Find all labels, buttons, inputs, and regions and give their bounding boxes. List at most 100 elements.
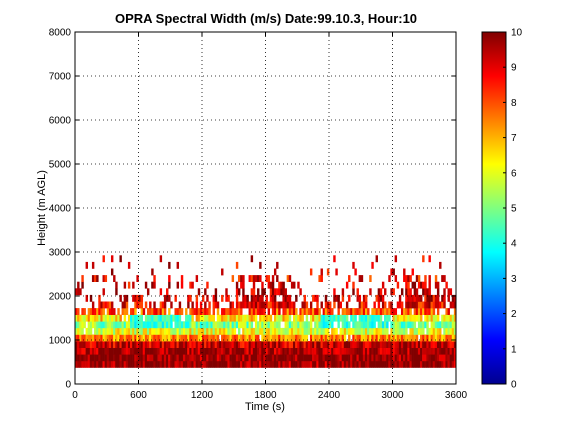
heatmap-cell: [136, 341, 139, 348]
heatmap-cell: [261, 288, 264, 296]
heatmap-cell: [377, 334, 381, 342]
heatmap-cell: [197, 334, 201, 342]
heatmap-cell: [432, 294, 436, 302]
heatmap-cell: [223, 327, 226, 335]
colorbar-tick-label: 6: [511, 168, 517, 179]
heatmap-cell: [314, 341, 317, 348]
heatmap-cell: [331, 347, 334, 355]
heatmap-cell: [178, 341, 182, 348]
heatmap-cell: [212, 321, 215, 329]
heatmap-cell: [375, 354, 378, 362]
heatmap-cell: [142, 347, 146, 355]
heatmap-cell: [362, 327, 366, 335]
heatmap-cell: [297, 327, 300, 335]
heatmap-cell: [178, 334, 182, 342]
heatmap-cell: [394, 354, 398, 362]
heatmap-cell: [267, 347, 271, 355]
heatmap-cell: [400, 347, 404, 355]
heatmap-cell: [286, 334, 290, 342]
heatmap-cell: [424, 294, 427, 302]
heatmap-cell: [216, 360, 220, 368]
heatmap-cell: [113, 334, 116, 342]
heatmap-cell: [434, 321, 438, 329]
y-tick-label: 0: [65, 380, 71, 391]
heatmap-cell: [195, 341, 199, 348]
heatmap-cell: [100, 308, 103, 315]
heatmap-cell: [345, 314, 349, 322]
heatmap-cell: [280, 334, 283, 342]
heatmap-cell: [208, 354, 211, 362]
heatmap-cell: [280, 301, 283, 309]
heatmap-cell: [417, 294, 421, 302]
heatmap-cell: [373, 327, 376, 335]
heatmap-cell: [290, 327, 294, 335]
heatmap-cell: [110, 255, 114, 263]
heatmap-cell: [144, 347, 148, 355]
heatmap-cell: [108, 347, 112, 355]
heatmap-cell: [362, 334, 366, 342]
heatmap-cell: [214, 341, 218, 348]
heatmap-cell: [381, 334, 385, 342]
heatmap-cell: [350, 308, 353, 315]
heatmap-cell: [314, 354, 317, 362]
heatmap-cell: [396, 301, 400, 309]
heatmap-cell: [305, 327, 309, 335]
heatmap-cell: [447, 327, 450, 335]
heatmap-cell: [138, 360, 141, 368]
heatmap-cell: [85, 261, 88, 269]
heatmap-cell: [392, 321, 395, 329]
heatmap-cell: [267, 321, 271, 329]
heatmap-cell: [422, 255, 425, 263]
heatmap-cell: [176, 321, 180, 329]
heatmap-cell: [369, 327, 372, 335]
heatmap-cell: [136, 347, 139, 355]
heatmap-cell: [248, 308, 251, 315]
heatmap-cell: [223, 347, 226, 355]
heatmap-cell: [146, 327, 150, 335]
heatmap-cell: [295, 347, 298, 355]
heatmap-cell: [199, 341, 203, 348]
heatmap-cell: [329, 341, 332, 348]
heatmap-cell: [242, 347, 245, 355]
heatmap-cell: [178, 327, 182, 335]
heatmap-cell: [159, 347, 163, 355]
heatmap-cell: [367, 354, 370, 362]
heatmap-cell: [299, 347, 302, 355]
heatmap-cell: [295, 354, 298, 362]
heatmap-cell: [284, 314, 287, 322]
heatmap-cell: [316, 347, 319, 355]
heatmap-cell: [407, 294, 410, 302]
heatmap-cell: [309, 347, 313, 355]
heatmap-cell: [117, 327, 120, 335]
heatmap-cell: [231, 321, 235, 329]
heatmap-cell: [119, 341, 122, 348]
heatmap-cell: [284, 327, 287, 335]
heatmap-cell: [318, 314, 321, 322]
heatmap-cell: [191, 281, 194, 289]
heatmap-cell: [282, 334, 285, 342]
heatmap-cell: [77, 360, 80, 368]
heatmap-cell: [343, 360, 347, 368]
heatmap-cell: [386, 308, 389, 315]
heatmap-cell: [413, 347, 417, 355]
heatmap-cell: [307, 360, 311, 368]
heatmap-cell: [87, 360, 91, 368]
heatmap-cell: [335, 327, 338, 335]
heatmap-cell: [422, 288, 425, 296]
heatmap-cell: [364, 314, 368, 322]
heatmap-cell: [263, 334, 266, 342]
heatmap-cell: [367, 341, 370, 348]
heatmap-cell: [208, 327, 211, 335]
heatmap-cell: [394, 327, 398, 335]
heatmap-cell: [77, 327, 80, 335]
heatmap-cell: [371, 314, 374, 322]
heatmap-cell: [424, 314, 427, 322]
heatmap-cell: [305, 301, 309, 309]
heatmap-cell: [400, 301, 404, 309]
heatmap-cell: [81, 275, 84, 282]
heatmap-cell: [439, 301, 442, 309]
y-tick-label: 3000: [49, 248, 72, 259]
heatmap-cell: [445, 314, 448, 322]
heatmap-cell: [104, 341, 108, 348]
